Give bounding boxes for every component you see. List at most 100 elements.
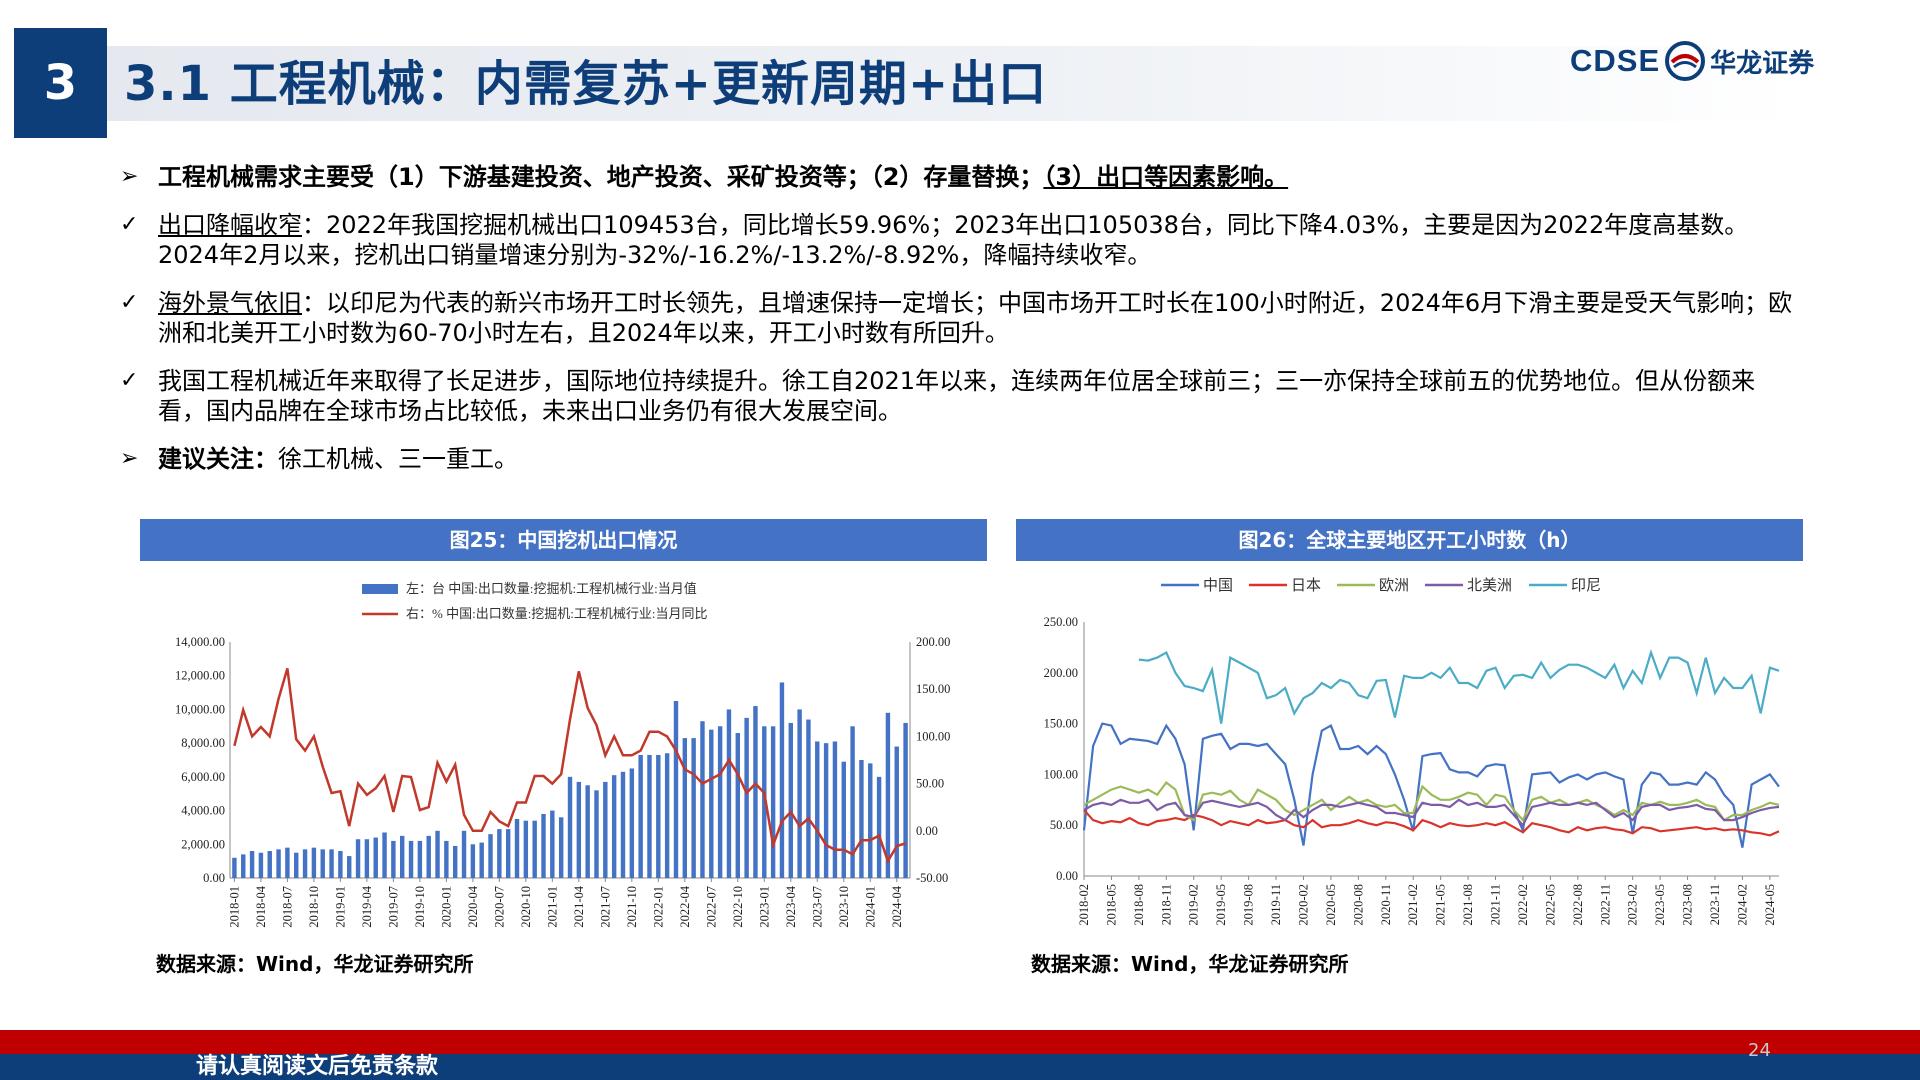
bar [558,817,564,878]
check-icon: ✓ [120,212,139,237]
bar [267,851,272,878]
y-tick-label: 0.00 [1056,869,1078,883]
bar [523,820,529,878]
bar [338,851,343,878]
bullet-list: ➢ 工程机械需求主要受（1）下游基建投资、地产投资、采矿投资等；（2）存量替换；（… [120,162,1800,492]
x-tick-label: 2021-05 [1434,884,1448,926]
bullet-text: 出口降幅收窄 [158,211,302,239]
y-tick-label: 200.00 [1044,666,1078,680]
x-tick-label: 2023-11 [1708,884,1722,925]
x-tick-label: 2021-11 [1489,884,1503,925]
x-tick-label: 2022-01 [651,886,665,928]
brand-logo: CDSE 华龙证券 [1570,38,1890,84]
bar [258,852,264,878]
y-tick-label: 150.00 [1044,717,1078,731]
bar [382,832,387,878]
y-tick-label-left: 14,000.00 [175,635,225,649]
y-tick-label: 100.00 [1044,767,1078,781]
x-tick-label: 2019-08 [1242,884,1256,926]
legend-label: 欧洲 [1379,577,1409,594]
x-tick-label: 2018-04 [254,885,268,927]
x-tick-label: 2021-02 [1406,884,1420,926]
bar [550,810,555,878]
y-tick-label-right: 200.00 [916,635,950,649]
y-tick-label: 50.00 [1050,818,1078,832]
bar [355,839,361,878]
bar [488,834,493,878]
bar [285,847,290,878]
y-tick-label-right: -50.00 [916,871,948,885]
x-tick-label: 2022-02 [1516,884,1530,926]
bar [585,785,590,878]
bar [903,722,908,878]
bar [311,847,317,878]
series-line [1083,809,1780,837]
bar [841,761,846,878]
bar [647,754,652,878]
bar [479,842,484,878]
bar [276,849,281,878]
series-line [1138,648,1780,724]
brand-mark-icon [1665,41,1706,81]
legend-label: 印尼 [1571,577,1601,594]
series-line [1083,798,1780,828]
bar [691,738,696,878]
check-icon: ✓ [120,290,139,315]
arrow-bullet-icon: ➢ [120,164,139,189]
x-tick-label: 2019-10 [413,886,427,928]
yoy-line [233,668,906,864]
bar [461,830,467,878]
x-tick-label: 2019-02 [1187,884,1201,926]
bar [452,845,458,878]
y-tick-label-left: 6,000.00 [181,770,225,784]
x-tick-label: 2024-05 [1763,884,1777,926]
bullet-item: ➢ 工程机械需求主要受（1）下游基建投资、地产投资、采矿投资等；（2）存量替换；（… [120,162,1800,192]
bar [444,840,449,878]
bar [364,839,370,878]
x-tick-label: 2024-01 [863,886,877,928]
x-tick-label: 2021-01 [545,886,559,928]
bullet-text: 工程机械需求主要受（1）下游基建投资、地产投资、采矿投资等；（2）存量替换； [158,163,1044,191]
bullet-item: ➢ 建议关注：徐工机械、三一重工。 [120,444,1800,474]
bar [497,829,502,878]
y-tick-label-left: 0.00 [203,871,225,885]
section-number: 3 [14,28,107,138]
x-tick-label: 2023-05 [1653,884,1667,926]
bar [329,849,334,878]
bar [435,830,440,878]
bar [391,840,396,878]
bar [426,835,431,878]
x-tick-label: 2022-08 [1571,884,1585,926]
bar [417,840,423,878]
x-tick-label: 2020-04 [466,885,480,927]
x-tick-label: 2021-04 [572,885,586,927]
x-tick-label: 2021-10 [625,886,639,928]
bar [850,726,855,878]
bar [249,851,255,878]
disclaimer-link[interactable]: 请认真阅读文后免责条款 [196,1054,439,1079]
title-band [107,46,1800,121]
bar [832,741,838,878]
x-tick-label: 2019-05 [1214,884,1228,926]
bar [744,717,749,878]
bar [532,820,537,878]
footer-red-bar [0,1030,1920,1054]
x-tick-label: 2023-07 [810,886,824,928]
legend-swatch-bar [362,584,398,594]
bar [638,754,643,878]
bar [770,726,776,878]
x-tick-label: 2020-08 [1351,884,1365,926]
bar [620,771,626,878]
bar [859,760,864,878]
y-tick-label-left: 12,000.00 [175,669,225,683]
x-tick-label: 2022-10 [731,886,745,928]
x-tick-label: 2023-02 [1626,884,1640,926]
y-tick-label: 250.00 [1044,615,1078,629]
logo-text-en: CDSE [1570,43,1661,78]
bar [682,738,688,878]
x-tick-label: 2021-08 [1461,884,1475,926]
bar [868,763,873,878]
bar [320,849,325,878]
legend-label: 中国 [1203,577,1233,594]
x-tick-label: 2018-10 [307,886,321,928]
